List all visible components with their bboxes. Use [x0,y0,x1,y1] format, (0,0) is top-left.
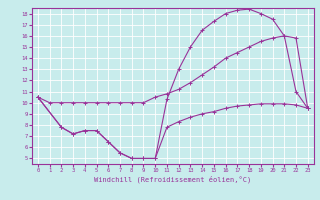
X-axis label: Windchill (Refroidissement éolien,°C): Windchill (Refroidissement éolien,°C) [94,176,252,183]
